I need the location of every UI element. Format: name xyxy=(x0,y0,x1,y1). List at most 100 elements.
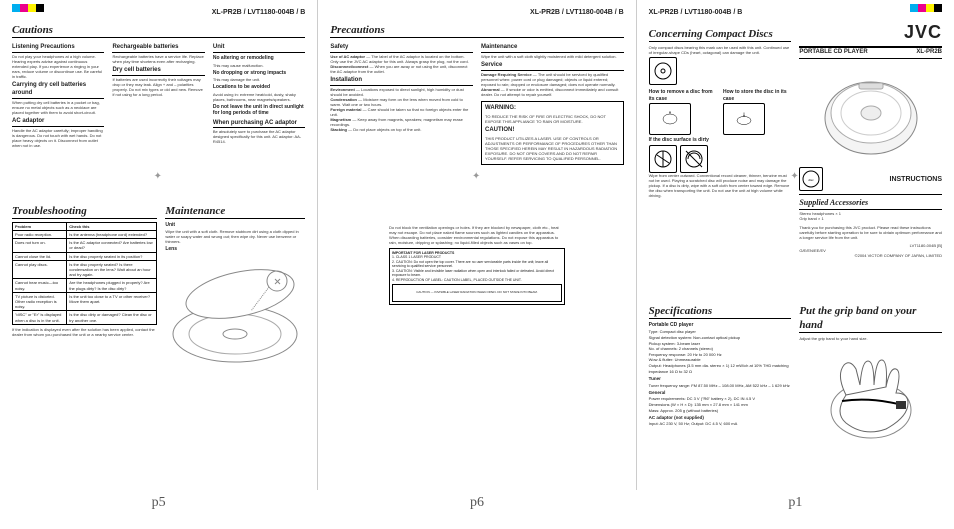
ts-col-check: Check this xyxy=(67,222,157,230)
body-text: Wipe from center outward. Conventional r… xyxy=(649,173,792,198)
table-row: Poor radio reception.Is the antenna (hea… xyxy=(13,231,157,239)
thanks-text: Thank you for purchasing this JVC produc… xyxy=(799,225,942,240)
spec-list: Type: Compact disc player Signal detecti… xyxy=(649,329,792,427)
store-disc-diagram xyxy=(723,103,765,135)
page-header: XL-PR2B / LVT1180-004B / B xyxy=(649,8,942,17)
section-cautions: Cautions xyxy=(12,23,305,38)
company-line: ©2004 VICTOR COMPANY OF JAPAN, LIMITED xyxy=(799,253,942,258)
remove-disc-diagram xyxy=(649,103,691,135)
section-grip: Put the grip band on your hand xyxy=(799,304,942,334)
accessories-list: Stereo headphones × 1Grip band × 1 xyxy=(799,211,942,221)
laser-title: IMPORTANT FOR LASER PRODUCTS xyxy=(392,251,454,255)
body-text: Use of AC adaptor — The label of the AC … xyxy=(330,54,473,74)
section-discs: Concerning Compact Discs xyxy=(649,27,792,42)
section-accessories: Supplied Accessories xyxy=(799,198,942,209)
panel-p6: XL-PR2B / LVT1180-004B / B Precautions S… xyxy=(318,0,636,490)
caution-body: THIS PRODUCT UTILIZES A LASER. USE OF CO… xyxy=(485,136,620,161)
sub-temp: Locations to be avoided xyxy=(213,84,305,91)
compact-disc-logo: disc xyxy=(799,167,823,191)
body-text: Avoid using in: extreme heat/cold, dusty… xyxy=(213,92,305,102)
crop-mark: ✦ xyxy=(472,170,482,180)
cd-player-illustration xyxy=(165,259,305,369)
crop-mark: ✦ xyxy=(154,170,164,180)
product-illustration xyxy=(821,63,921,163)
body-text: Handle the AC adaptor carefully; imprope… xyxy=(12,128,104,148)
page-number: p6 xyxy=(470,494,484,512)
sub-noalter: No altering or remodeling xyxy=(213,55,305,62)
panel-p1: XL-PR2B / LVT1180-004B / B Concerning Co… xyxy=(637,0,954,490)
color-registration-bar xyxy=(12,4,44,12)
sub-remove: How to remove a disc from its case xyxy=(649,89,717,102)
body-text: Environment — Locations exposed to direc… xyxy=(330,87,473,132)
grip-body: Adjust the grip band to your hand size. xyxy=(799,336,942,341)
sub-install: Installation xyxy=(330,77,473,86)
table-row: Cannot hear music—too noisy.Are the head… xyxy=(13,279,157,292)
sub-unit: Unit xyxy=(213,44,305,53)
body-text: If batteries are used incorrectly their … xyxy=(112,77,204,97)
spec-type: Portable CD player xyxy=(649,322,792,329)
table-row: "dISC" or "Er" is displayed when a disc … xyxy=(13,311,157,324)
sub-dry: Dry cell batteries xyxy=(112,67,204,76)
section-specs: Specifications xyxy=(649,304,792,319)
instructions-label: INSTRUCTIONS xyxy=(890,175,943,184)
color-registration-bar xyxy=(910,4,942,12)
body-text: Only compact discs bearing this mark can… xyxy=(649,45,792,55)
section-precautions: Precautions xyxy=(330,23,623,38)
section-maintenance: Maintenance xyxy=(165,204,305,219)
warning-box: WARNING: TO REDUCE THE RISK OF FIRE OR E… xyxy=(481,101,624,165)
svg-text:disc: disc xyxy=(809,178,815,182)
hand-illustration xyxy=(816,345,926,445)
wipe-correct-icon xyxy=(649,145,677,173)
warning-title: WARNING: xyxy=(485,105,620,113)
warning-body: TO REDUCE THE RISK OF FIRE OR ELECTRIC S… xyxy=(485,114,620,124)
table-row: Does not turn on.Is the AC adaptor conne… xyxy=(13,239,157,252)
sub-service: Service xyxy=(481,62,624,71)
laser-info-box: IMPORTANT FOR LASER PRODUCTS 1. CLASS 1 … xyxy=(389,248,565,306)
sub-maint-unit: Unit xyxy=(165,222,305,229)
disc-mark-icon xyxy=(649,57,677,85)
crop-mark: ✦ xyxy=(790,170,800,180)
model-code: XL-PR2B / LVT1180-004B / B xyxy=(212,8,306,17)
model-code: XL-PR2B / LVT1180-004B / B xyxy=(649,8,743,17)
page-header: XL-PR2B / LVT1180-004B / B xyxy=(12,8,305,17)
wipe-wrong-icon xyxy=(680,145,708,173)
body-text: Wipe the unit with a soft cloth slightly… xyxy=(481,54,624,59)
body-text: Do not play your headphones at a high vo… xyxy=(12,54,104,79)
sub-carry: Carrying dry cell batteries around xyxy=(12,82,104,99)
brand-logo: JVC xyxy=(904,22,942,42)
body-text: Wipe the unit with a soft cloth. Remove … xyxy=(165,229,305,244)
panel-p5: XL-PR2B / LVT1180-004B / B Cautions List… xyxy=(0,0,318,490)
sub-maint2: Maintenance xyxy=(481,44,624,53)
model-bar: PORTABLE CD PLAYERXL-PR2B xyxy=(799,46,942,59)
table-row: TV picture is distorted. Other radio rec… xyxy=(13,292,157,311)
body-text: Rechargeable batteries have a service li… xyxy=(112,54,204,64)
table-row: Cannot close the lid.Is the disc properl… xyxy=(13,252,157,260)
model-code: XL-PR2B / LVT1180-004B / B xyxy=(530,8,624,17)
page-header: XL-PR2B / LVT1180-004B / B xyxy=(330,8,623,17)
sub-safety: Safety xyxy=(330,44,473,53)
sub-ac: AC adaptor xyxy=(12,118,104,127)
sub-maint-lens: Lens xyxy=(165,246,305,253)
page-number: p5 xyxy=(152,494,166,512)
page-number: p1 xyxy=(788,494,802,512)
section-troubleshooting: Troubleshooting xyxy=(12,204,157,219)
sub-listening: Listening Precautions xyxy=(12,44,104,53)
body-text: When putting dry cell batteries in a poc… xyxy=(12,100,104,115)
caution-label-graphic: CAUTION — INVISIBLE LASER RADIATION WHEN… xyxy=(392,284,562,302)
sub-purchase: When purchasing AC adaptor xyxy=(213,120,305,129)
table-row: Cannot play discs.Is the disc properly s… xyxy=(13,260,157,279)
sub-nodrop: No dropping or strong impacts xyxy=(213,70,305,77)
caution-title: CAUTION! xyxy=(485,127,620,135)
sub-sun: Do not leave the unit in direct sunlight… xyxy=(213,104,305,117)
sub-dirty: If the disc surface is dirty xyxy=(649,137,792,144)
body-text: Be absolutely sure to purchase the AC ad… xyxy=(213,129,305,144)
sub-store: How to store the disc in its case xyxy=(723,89,791,102)
ts-col-problem: Problem xyxy=(13,222,67,230)
sub-recharge: Rechargeable batteries xyxy=(112,44,204,53)
troubleshooting-table: ProblemCheck this Poor radio reception.I… xyxy=(12,222,157,325)
body-text: This may cause malfunction. xyxy=(213,63,305,68)
body-text: This may damage the unit. xyxy=(213,77,305,82)
body-text: Damage Requiring Service — The unit shou… xyxy=(481,72,624,97)
body-text: If the indication is displayed even afte… xyxy=(12,327,157,337)
body-text: Do not block the ventilation openings or… xyxy=(389,225,565,245)
